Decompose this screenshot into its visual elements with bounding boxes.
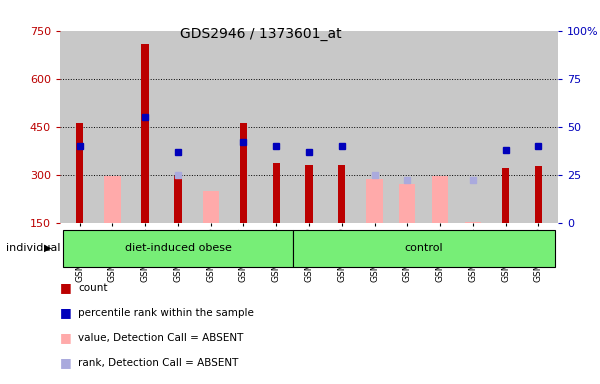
Text: ■: ■ xyxy=(60,356,72,369)
FancyBboxPatch shape xyxy=(293,230,555,267)
Bar xyxy=(203,191,219,223)
Text: ▶: ▶ xyxy=(44,243,51,253)
Text: rank, Detection Call = ABSENT: rank, Detection Call = ABSENT xyxy=(78,358,238,368)
Bar xyxy=(464,222,481,223)
Bar xyxy=(240,123,247,223)
Text: count: count xyxy=(78,283,107,293)
Bar xyxy=(399,184,415,223)
Bar xyxy=(432,176,448,223)
Text: ■: ■ xyxy=(60,306,72,319)
Text: ■: ■ xyxy=(60,281,72,295)
FancyBboxPatch shape xyxy=(63,230,293,267)
Bar xyxy=(104,176,121,223)
Bar xyxy=(338,165,346,223)
Text: control: control xyxy=(404,243,443,253)
Text: GDS2946 / 1373601_at: GDS2946 / 1373601_at xyxy=(180,27,341,41)
Bar xyxy=(535,166,542,223)
Bar xyxy=(142,43,149,223)
Text: diet-induced obese: diet-induced obese xyxy=(125,243,232,253)
Text: value, Detection Call = ABSENT: value, Detection Call = ABSENT xyxy=(78,333,244,343)
Bar xyxy=(502,168,509,223)
Text: percentile rank within the sample: percentile rank within the sample xyxy=(78,308,254,318)
Bar xyxy=(305,165,313,223)
Bar xyxy=(367,179,383,223)
Bar xyxy=(272,162,280,223)
Text: ■: ■ xyxy=(60,331,72,344)
Bar xyxy=(174,176,182,223)
Bar xyxy=(76,123,83,223)
Text: individual: individual xyxy=(6,243,61,253)
